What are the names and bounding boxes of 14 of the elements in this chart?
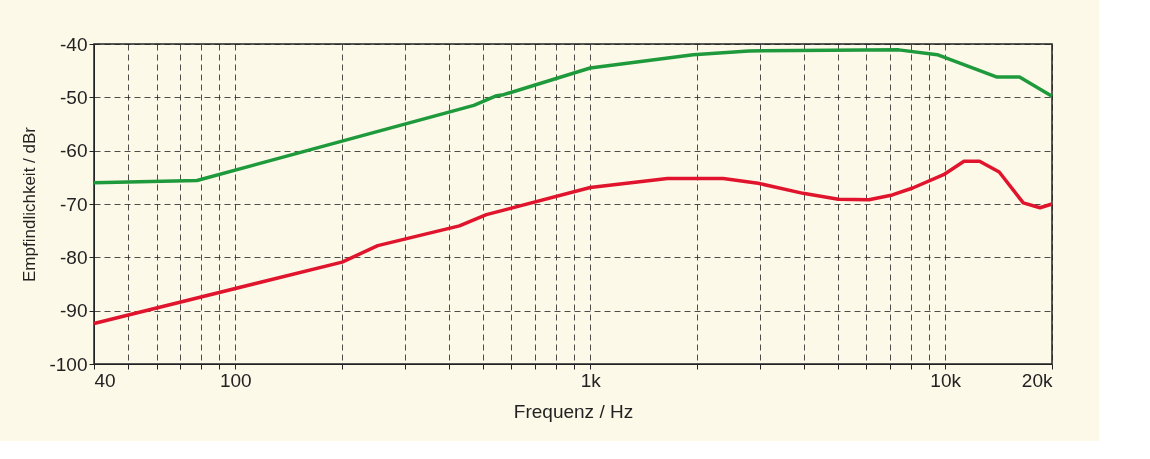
x-tick-label: 100: [219, 369, 252, 391]
y-tick-label: -60: [60, 140, 88, 162]
y-tick-label: -90: [60, 300, 88, 322]
y-tick-label: -70: [60, 193, 88, 215]
y-tick-label: -50: [60, 86, 88, 108]
y-tick-label: -100: [49, 353, 88, 375]
x-tick-label: 40: [94, 369, 116, 391]
x-tick-label: 1k: [580, 369, 602, 391]
x-axis-title: Frequenz / Hz: [513, 400, 634, 422]
y-tick-label: -80: [60, 246, 88, 268]
y-axis-title: Empfindlichkeit / dBr: [20, 126, 40, 282]
x-tick-label: 10k: [930, 369, 962, 391]
x-tick-label: 20k: [1021, 369, 1053, 391]
y-tick-label: -40: [60, 33, 88, 55]
